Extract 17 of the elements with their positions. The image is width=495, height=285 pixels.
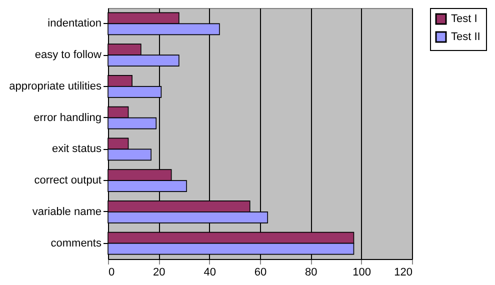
- y-tick-label: exit status: [52, 143, 102, 156]
- x-tick-label: 80: [305, 266, 318, 278]
- x-tick-label: 40: [204, 266, 216, 278]
- y-tick-label: error handling: [34, 112, 102, 124]
- y-tick-label: appropriate utilities: [9, 80, 102, 92]
- y-tick-label: variable name: [32, 206, 102, 218]
- y-tick-label: correct output: [34, 174, 102, 187]
- x-tick-label: 20: [153, 266, 166, 278]
- x-tick-label: 120: [394, 266, 412, 278]
- x-tick-label: 60: [254, 266, 267, 278]
- y-tick-label: easy to follow: [34, 49, 102, 62]
- x-tick-label: 0: [108, 266, 115, 278]
- legend-label: Test II: [451, 31, 480, 43]
- y-tick-label: comments: [50, 237, 102, 250]
- x-tick-label: 100: [352, 266, 372, 278]
- y-tick-label: indentation: [48, 18, 102, 30]
- legend-label: Test I: [451, 13, 478, 25]
